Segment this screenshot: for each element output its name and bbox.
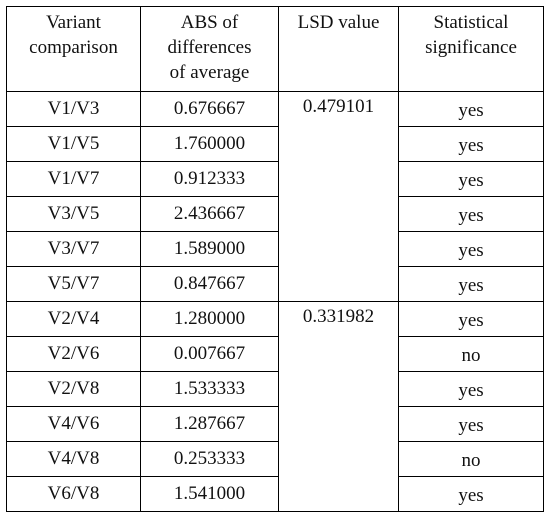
header-abs-line-3: of average bbox=[169, 62, 250, 83]
abs-cell: 0.676667 bbox=[140, 91, 279, 127]
lsd-comparison-table: Variant comparison ABS of differences of… bbox=[6, 6, 544, 512]
significance-cell: yes bbox=[398, 371, 544, 407]
variant-cell: V4/V6 bbox=[6, 406, 141, 442]
abs-cell: 2.436667 bbox=[140, 196, 279, 232]
abs-cell: 0.847667 bbox=[140, 266, 279, 302]
table-row: V6/V8 1.541000 yes bbox=[6, 476, 544, 512]
significance-cell: yes bbox=[398, 476, 544, 512]
header-abs-line-2: differences bbox=[167, 37, 252, 58]
abs-cell: 0.007667 bbox=[140, 336, 279, 372]
table-row: V2/V8 1.533333 yes bbox=[6, 371, 544, 407]
variant-cell: V5/V7 bbox=[6, 266, 141, 302]
header-sig-line-1: Statistical bbox=[433, 12, 509, 33]
header-sig-line-2: significance bbox=[425, 37, 517, 58]
variant-cell: V4/V8 bbox=[6, 441, 141, 477]
table-body: V1/V3 0.676667 0.479101 yes V1/V5 1.7600… bbox=[6, 91, 544, 512]
significance-cell: no bbox=[398, 441, 544, 477]
abs-cell: 0.912333 bbox=[140, 161, 279, 197]
variant-cell: V1/V7 bbox=[6, 161, 141, 197]
significance-cell: yes bbox=[398, 126, 544, 162]
table-row: V2/V6 0.007667 no bbox=[6, 336, 544, 372]
header-variant-line-1: Variant bbox=[46, 12, 101, 33]
header-abs-differences: ABS of differences of average bbox=[140, 6, 279, 92]
table-row: V4/V6 1.287667 yes bbox=[6, 406, 544, 442]
header-statistical-significance: Statistical significance bbox=[398, 6, 544, 92]
table-row: V1/V7 0.912333 yes bbox=[6, 161, 544, 197]
variant-cell: V2/V4 bbox=[6, 301, 141, 337]
significance-cell: yes bbox=[398, 196, 544, 232]
variant-cell: V6/V8 bbox=[6, 476, 141, 512]
table-row: V5/V7 0.847667 yes bbox=[6, 266, 544, 302]
abs-cell: 1.541000 bbox=[140, 476, 279, 512]
header-row: Variant comparison ABS of differences of… bbox=[6, 6, 544, 92]
table-row: V3/V7 1.589000 yes bbox=[6, 231, 544, 267]
significance-cell: yes bbox=[398, 161, 544, 197]
variant-cell: V3/V7 bbox=[6, 231, 141, 267]
variant-cell: V2/V6 bbox=[6, 336, 141, 372]
header-lsd-value: LSD value bbox=[278, 6, 399, 92]
abs-cell: 1.533333 bbox=[140, 371, 279, 407]
variant-cell: V2/V8 bbox=[6, 371, 141, 407]
abs-cell: 0.253333 bbox=[140, 441, 279, 477]
lsd-value-cell: 0.479101 bbox=[278, 91, 399, 302]
table-row: V1/V5 1.760000 yes bbox=[6, 126, 544, 162]
table-row: V1/V3 0.676667 0.479101 yes bbox=[6, 91, 544, 302]
significance-cell: yes bbox=[398, 231, 544, 267]
header-abs-line-1: ABS of bbox=[180, 12, 239, 33]
significance-cell: yes bbox=[398, 91, 544, 127]
significance-cell: yes bbox=[398, 301, 544, 337]
abs-cell: 1.280000 bbox=[140, 301, 279, 337]
header-variant-comparison: Variant comparison bbox=[6, 6, 141, 92]
table-row: V3/V5 2.436667 yes bbox=[6, 196, 544, 232]
table-header: Variant comparison ABS of differences of… bbox=[6, 6, 544, 92]
variant-cell: V3/V5 bbox=[6, 196, 141, 232]
significance-cell: yes bbox=[398, 406, 544, 442]
abs-cell: 1.589000 bbox=[140, 231, 279, 267]
significance-cell: no bbox=[398, 336, 544, 372]
lsd-value-cell: 0.331982 bbox=[278, 301, 399, 512]
lsd-table-container: Variant comparison ABS of differences of… bbox=[6, 6, 544, 512]
table-row: V2/V4 1.280000 0.331982 yes bbox=[6, 301, 544, 512]
header-variant-line-2: comparison bbox=[29, 37, 118, 58]
variant-cell: V1/V3 bbox=[6, 91, 141, 127]
abs-cell: 1.287667 bbox=[140, 406, 279, 442]
abs-cell: 1.760000 bbox=[140, 126, 279, 162]
header-lsd-line-1: LSD value bbox=[297, 12, 380, 33]
variant-cell: V1/V5 bbox=[6, 126, 141, 162]
table-row: V4/V8 0.253333 no bbox=[6, 441, 544, 477]
significance-cell: yes bbox=[398, 266, 544, 302]
